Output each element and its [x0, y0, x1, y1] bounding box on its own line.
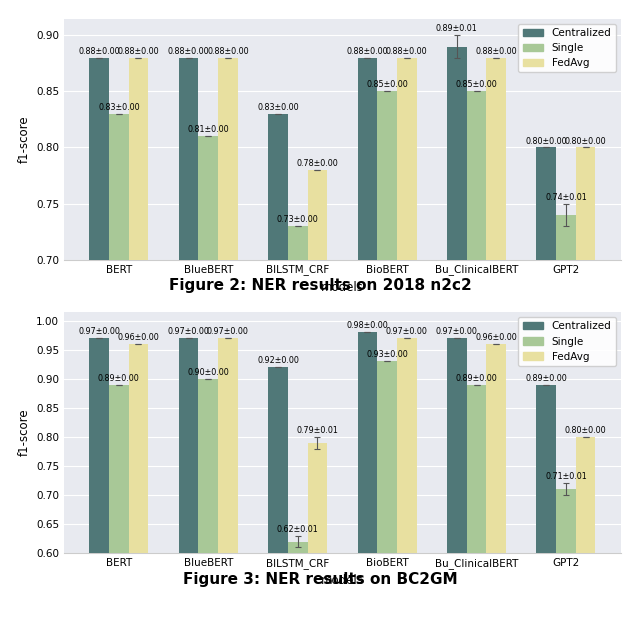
Text: 0.83±0.00: 0.83±0.00 [98, 103, 140, 112]
Text: 0.97±0.00: 0.97±0.00 [386, 327, 428, 336]
Y-axis label: f1-score: f1-score [17, 115, 31, 163]
Bar [109, 114, 129, 617]
Bar [576, 147, 595, 617]
Text: 0.97±0.00: 0.97±0.00 [207, 327, 249, 336]
Text: 0.74±0.01: 0.74±0.01 [545, 193, 587, 202]
Text: 0.81±0.00: 0.81±0.00 [188, 125, 229, 135]
Text: 0.88±0.00: 0.88±0.00 [118, 47, 159, 56]
Bar [377, 91, 397, 617]
Bar [198, 379, 218, 617]
Legend: Centralized, Single, FedAvg: Centralized, Single, FedAvg [518, 317, 616, 366]
Bar [198, 136, 218, 617]
Bar [486, 344, 506, 617]
Bar [576, 437, 595, 617]
Bar [377, 362, 397, 617]
Text: 0.97±0.00: 0.97±0.00 [168, 327, 209, 336]
Bar [556, 489, 576, 617]
Bar [308, 170, 327, 617]
Bar [358, 333, 377, 617]
Bar [288, 542, 308, 617]
Text: 0.83±0.00: 0.83±0.00 [257, 103, 299, 112]
Text: 0.93±0.00: 0.93±0.00 [366, 350, 408, 360]
X-axis label: models: models [321, 281, 364, 294]
Text: 0.80±0.00: 0.80±0.00 [565, 426, 607, 435]
Text: 0.88±0.00: 0.88±0.00 [207, 47, 249, 56]
Text: 0.88±0.00: 0.88±0.00 [168, 47, 209, 56]
Bar [179, 58, 198, 617]
Text: 0.80±0.00: 0.80±0.00 [525, 136, 567, 146]
Text: 0.89±0.00: 0.89±0.00 [98, 374, 140, 383]
Bar [268, 114, 288, 617]
Text: 0.89±0.00: 0.89±0.00 [456, 374, 497, 383]
Bar [268, 367, 288, 617]
Text: 0.85±0.00: 0.85±0.00 [366, 80, 408, 89]
Bar [129, 344, 148, 617]
Text: 0.71±0.01: 0.71±0.01 [545, 473, 587, 481]
Bar [556, 215, 576, 617]
Text: 0.97±0.00: 0.97±0.00 [78, 327, 120, 336]
Bar [467, 91, 486, 617]
Text: 0.98±0.00: 0.98±0.00 [347, 321, 388, 330]
Bar [447, 338, 467, 617]
Text: 0.62±0.01: 0.62±0.01 [277, 525, 319, 534]
Bar [358, 58, 377, 617]
Text: 0.78±0.00: 0.78±0.00 [296, 159, 338, 168]
Bar [90, 338, 109, 617]
Bar [288, 226, 308, 617]
Text: 0.73±0.00: 0.73±0.00 [277, 215, 319, 224]
Bar [486, 58, 506, 617]
Bar [467, 384, 486, 617]
Text: Figure 3: NER results on BC2GM: Figure 3: NER results on BC2GM [182, 572, 458, 587]
Bar [218, 338, 238, 617]
Text: 0.90±0.00: 0.90±0.00 [188, 368, 229, 377]
Text: 0.96±0.00: 0.96±0.00 [476, 333, 517, 342]
Bar [218, 58, 238, 617]
Text: 0.88±0.00: 0.88±0.00 [78, 47, 120, 56]
Bar [308, 443, 327, 617]
Bar [397, 58, 417, 617]
Text: Figure 2: NER results on 2018 n2c2: Figure 2: NER results on 2018 n2c2 [168, 278, 472, 293]
Bar [109, 384, 129, 617]
Bar [129, 58, 148, 617]
Text: 0.85±0.00: 0.85±0.00 [456, 80, 497, 89]
Text: 0.88±0.00: 0.88±0.00 [347, 47, 388, 56]
Text: 0.88±0.00: 0.88±0.00 [476, 47, 517, 56]
Text: 0.88±0.00: 0.88±0.00 [386, 47, 428, 56]
Bar [90, 58, 109, 617]
X-axis label: models: models [321, 574, 364, 587]
Bar [179, 338, 198, 617]
Text: 0.89±0.01: 0.89±0.01 [436, 25, 477, 33]
Y-axis label: f1-score: f1-score [17, 408, 31, 457]
Text: 0.79±0.01: 0.79±0.01 [296, 426, 339, 435]
Text: 0.92±0.00: 0.92±0.00 [257, 356, 299, 365]
Text: 0.80±0.00: 0.80±0.00 [565, 136, 607, 146]
Bar [447, 46, 467, 617]
Text: 0.89±0.00: 0.89±0.00 [525, 374, 567, 383]
Bar [536, 384, 556, 617]
Legend: Centralized, Single, FedAvg: Centralized, Single, FedAvg [518, 23, 616, 72]
Text: 0.97±0.00: 0.97±0.00 [436, 327, 478, 336]
Text: 0.96±0.00: 0.96±0.00 [118, 333, 159, 342]
Bar [397, 338, 417, 617]
Bar [536, 147, 556, 617]
